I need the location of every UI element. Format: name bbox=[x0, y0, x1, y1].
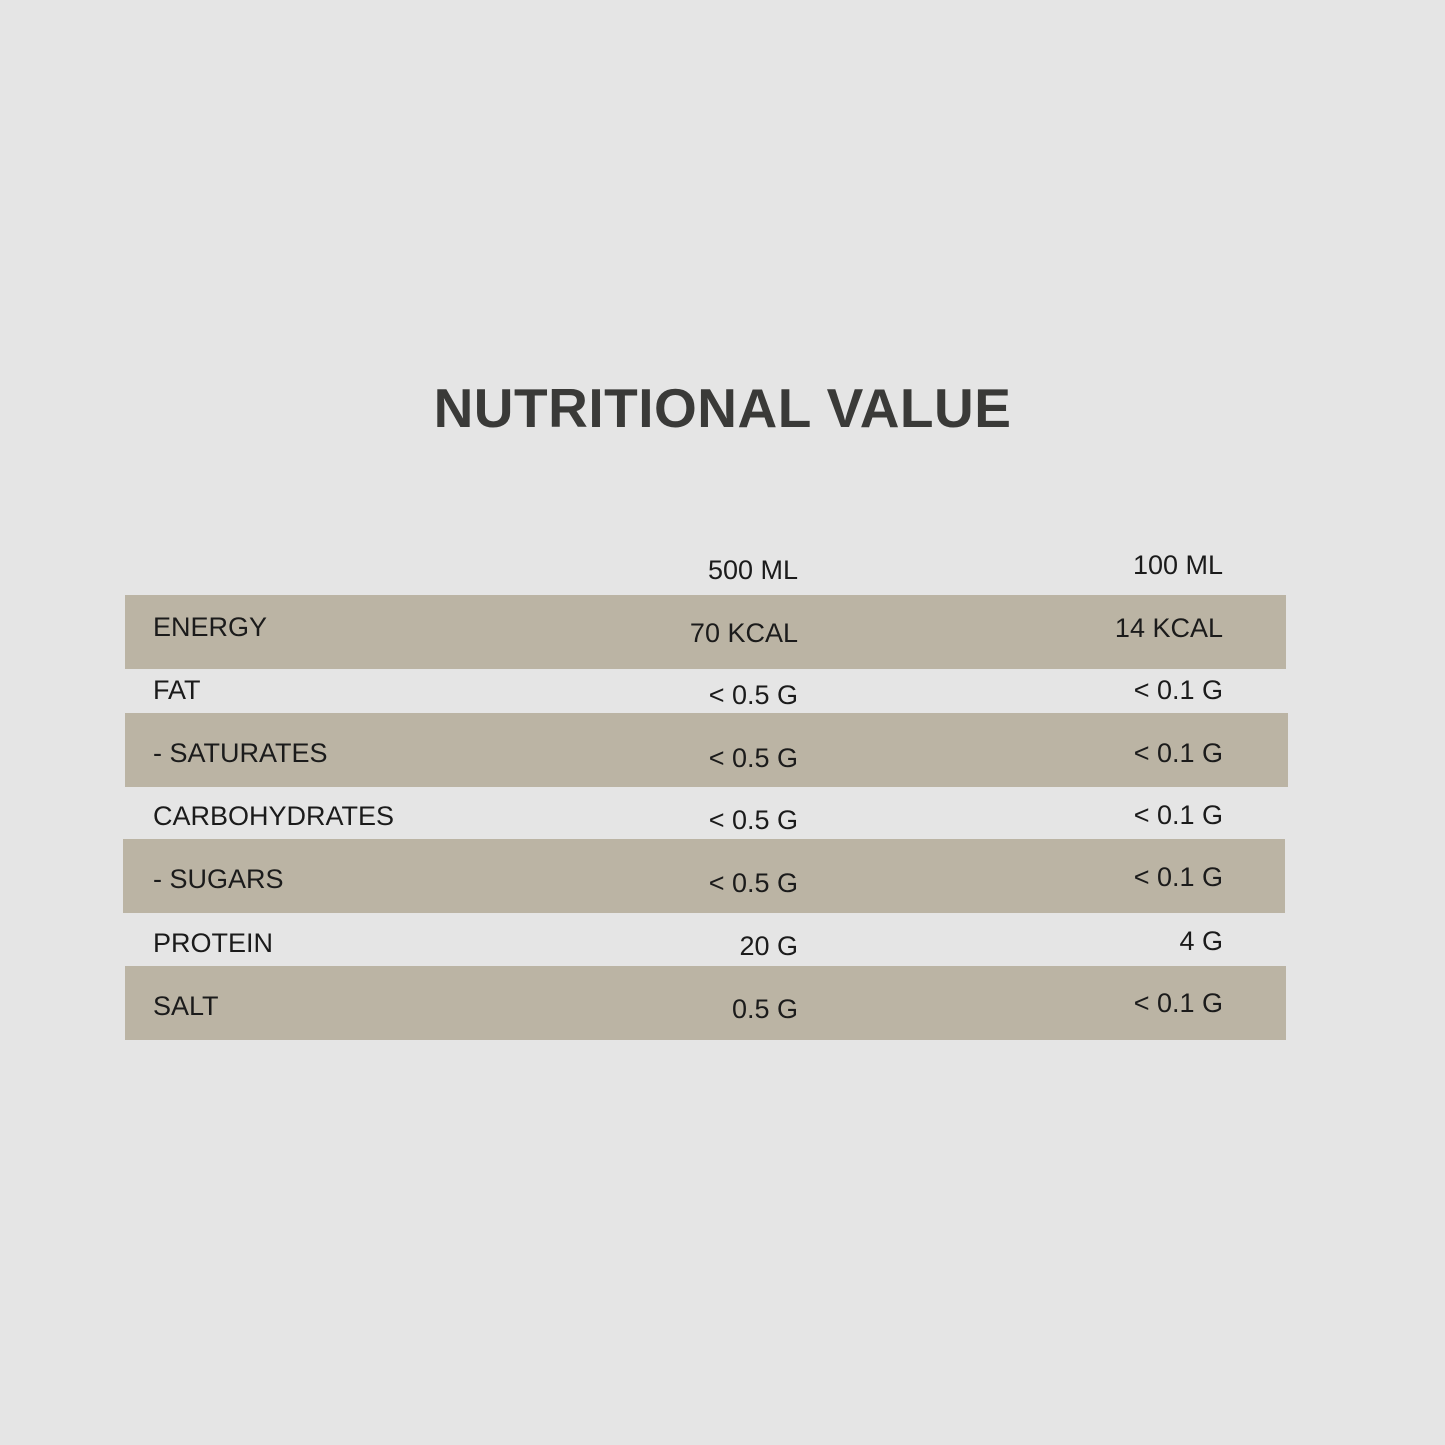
row-value-500ml-fat: < 0.5 G bbox=[708, 680, 798, 710]
row-value-100ml-saturates: < 0.1 G bbox=[1133, 738, 1223, 768]
table-row-salt bbox=[125, 966, 1286, 1040]
table-row-energy bbox=[125, 595, 1286, 669]
row-label-saturates: - SATURATES bbox=[153, 738, 328, 768]
row-value-100ml-sugars: < 0.1 G bbox=[1133, 862, 1223, 892]
row-label-sugars: - SUGARS bbox=[153, 864, 284, 894]
table-row-protein bbox=[125, 913, 1286, 966]
header-100ml: 100 ML bbox=[1132, 550, 1223, 580]
row-value-500ml-carbohydrates: < 0.5 G bbox=[708, 805, 798, 835]
row-value-500ml-protein: 20 G bbox=[739, 931, 798, 961]
page-title: NUTRITIONAL VALUE bbox=[433, 377, 1012, 439]
row-label-energy: ENERGY bbox=[153, 612, 268, 642]
row-value-100ml-energy: 14 KCAL bbox=[1114, 613, 1223, 643]
row-label-protein: PROTEIN bbox=[153, 928, 274, 958]
header-500ml: 500 ML bbox=[707, 555, 798, 585]
row-value-100ml-carbohydrates: < 0.1 G bbox=[1133, 800, 1223, 830]
row-value-100ml-salt: < 0.1 G bbox=[1133, 988, 1223, 1018]
row-label-fat: FAT bbox=[153, 675, 201, 705]
row-label-salt: SALT bbox=[153, 991, 219, 1021]
row-value-500ml-saturates: < 0.5 G bbox=[708, 743, 798, 773]
row-value-500ml-sugars: < 0.5 G bbox=[708, 868, 798, 898]
table-row-sugars bbox=[123, 839, 1285, 913]
row-label-carbohydrates: CARBOHYDRATES bbox=[153, 801, 395, 831]
row-value-500ml-energy: 70 KCAL bbox=[689, 618, 798, 648]
row-value-100ml-fat: < 0.1 G bbox=[1133, 675, 1223, 705]
table-row-fat bbox=[125, 669, 1286, 713]
row-value-100ml-protein: 4 G bbox=[1179, 926, 1223, 956]
row-value-500ml-salt: 0.5 G bbox=[731, 994, 798, 1024]
table-row-saturates bbox=[125, 713, 1288, 787]
